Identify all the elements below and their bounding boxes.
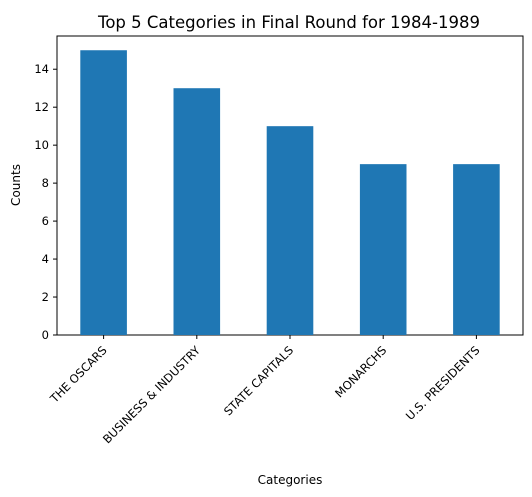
y-tick-label: 10 [34,138,49,152]
x-tick-label: BUSINESS & INDUSTRY [100,343,204,447]
bar [359,164,407,335]
y-tick-label: 0 [42,328,49,342]
y-tick-label: 2 [42,290,49,304]
bars-group [80,50,500,335]
bar [173,88,221,335]
y-axis-label: Counts [9,164,23,206]
y-tick-label: 12 [34,100,49,114]
x-tick-label: STATE CAPITALS [221,343,296,418]
x-tick-label: THE OSCARS [47,343,110,406]
x-tick-label: U.S. PRESIDENTS [403,343,483,423]
bar [80,50,127,335]
y-tick-label: 6 [42,214,49,228]
y-tick-label: 14 [34,62,49,76]
y-tick-label: 4 [42,252,49,266]
x-tick-label: MONARCHS [332,343,389,400]
y-tick-label: 8 [42,176,49,190]
x-axis-label: Categories [258,473,323,487]
y-axis-ticks: 0 2 4 6 8 10 12 14 [34,62,57,342]
bar [453,164,500,335]
bar [266,126,314,335]
chart-title: Top 5 Categories in Final Round for 1984… [97,13,480,32]
